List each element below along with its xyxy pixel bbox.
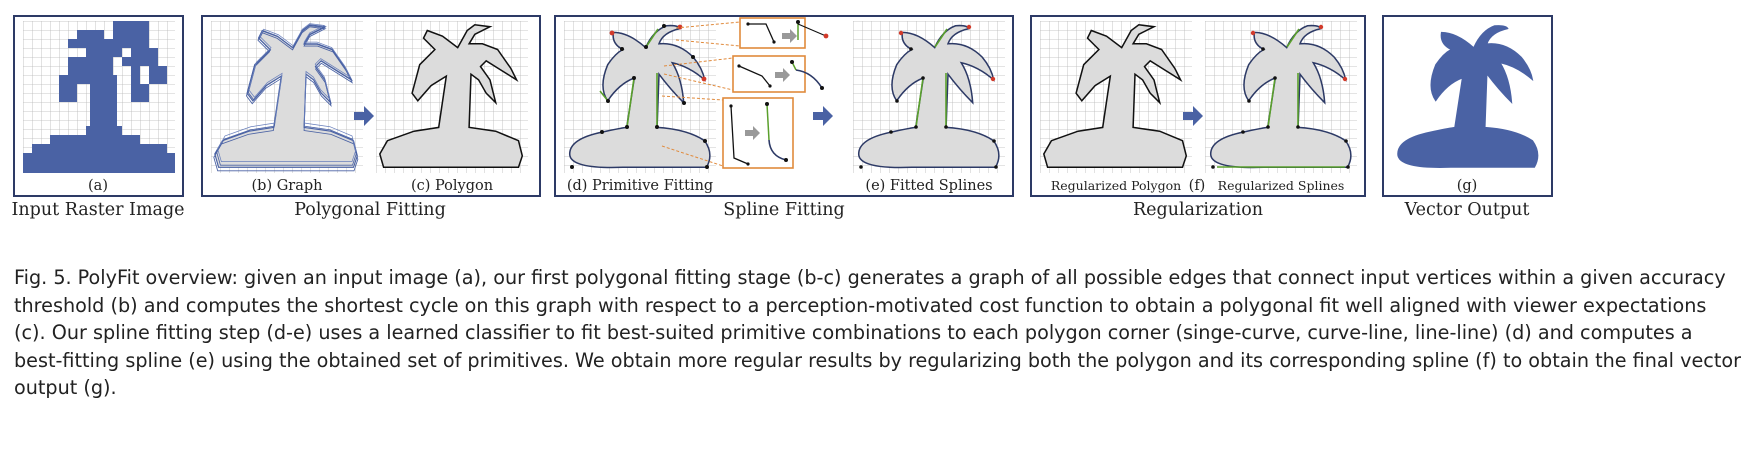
label-a: (a) [88,178,108,194]
frame-input [13,15,184,197]
caption-label: Fig. 5. [14,266,72,289]
label-e: (e) Fitted Splines [865,178,992,194]
frame-vector [1382,15,1553,197]
arrow-b-to-c [354,106,374,126]
panel-c-polygon [376,21,528,173]
frame-polygonal [201,15,541,197]
label-f-right: Regularized Splines [1218,178,1345,193]
figure: (a) (b) Graph (c) Polygon (d) Primitive … [11,15,1553,220]
callout-boxes [722,17,806,169]
callout-curve-line [737,60,824,90]
panel-b-graph [211,21,363,173]
stage-input: Input Raster Image [11,200,184,220]
figure-caption: Fig. 5. PolyFit overview: given an input … [14,264,1742,402]
callout-single-curve [729,102,788,166]
label-d: (d) Primitive Fitting [567,178,713,194]
label-b: (b) Graph [252,178,323,194]
label-c: (c) Polygon [411,178,493,194]
frame-spline [554,15,1014,197]
panel-a-raster [23,21,175,173]
panel-g-vector-output [1397,25,1539,168]
arrow-d-to-e [813,106,833,126]
panel-e-fitted-splines [853,21,1005,173]
label-f: (f) [1189,178,1206,194]
callout-line-line [746,20,829,44]
panel-d-primitive-fitting [564,21,716,173]
stage-spline: Spline Fitting [723,200,844,220]
stage-regularization: Regularization [1133,200,1263,220]
stage-polygonal: Polygonal Fitting [294,200,446,220]
frame-regularization [1030,15,1366,197]
stage-vector: Vector Output [1404,200,1530,220]
label-g: (g) [1457,178,1478,194]
panel-f-regularized-splines [1205,21,1357,173]
label-f-left: Regularized Polygon [1051,178,1181,193]
panel-f-regularized-polygon [1040,21,1192,173]
arrow-f [1183,106,1203,126]
callout-lines [661,21,741,167]
caption-text: PolyFit overview: given an input image (… [14,266,1741,399]
